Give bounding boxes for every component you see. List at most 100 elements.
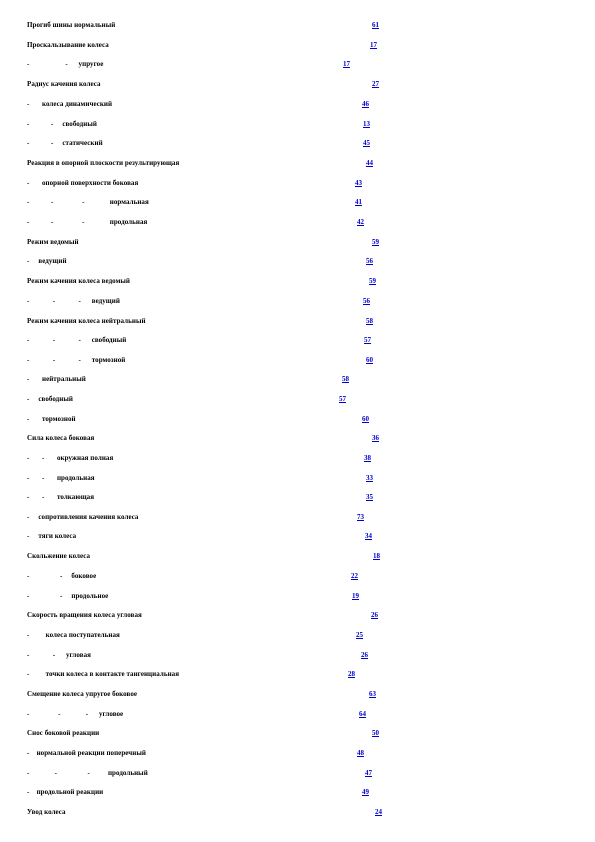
index-term: Сила колеса боковая [27, 434, 95, 442]
index-entry: Смещение колеса упругое боковое 63 [0, 688, 595, 700]
page-link[interactable]: 50 [372, 729, 379, 737]
index-entry: Увод колеса 24 [0, 806, 595, 818]
page-link[interactable]: 59 [372, 238, 379, 246]
page-link[interactable]: 45 [363, 139, 370, 147]
index-term: - продольной реакции [27, 788, 104, 796]
index-entry: - - боковое 22 [0, 570, 595, 582]
index-term: Скольжение колеса [27, 552, 91, 560]
page-link[interactable]: 64 [359, 710, 366, 718]
index-entry: - - - ведущий 56 [0, 295, 595, 307]
index-entry: - - продольная 33 [0, 472, 595, 484]
page-link[interactable]: 57 [339, 395, 346, 403]
index-entry: - - статический 45 [0, 137, 595, 149]
index-term: - - угловая [27, 651, 91, 659]
index-entry: Прогиб шины нормальный 61 [0, 19, 595, 31]
page-link[interactable]: 56 [366, 257, 373, 265]
page-link[interactable]: 43 [355, 179, 362, 187]
index-entry: - - свободный 13 [0, 118, 595, 130]
index-entry: - колеса динамический 46 [0, 98, 595, 110]
index-term: - - свободный [27, 120, 97, 128]
index-term: - - боковое [27, 572, 97, 580]
page-link[interactable]: 35 [366, 493, 373, 501]
page-link[interactable]: 22 [351, 572, 358, 580]
index-term: Увод колеса [27, 808, 66, 816]
page-link[interactable]: 17 [343, 60, 350, 68]
index-entry: Реакция в опорной плоскости результирующ… [0, 157, 595, 169]
page-link[interactable]: 33 [366, 474, 373, 482]
page-link[interactable]: 48 [357, 749, 364, 757]
index-term: - нормальной реакции поперечный [27, 749, 146, 757]
page-link[interactable]: 61 [372, 21, 379, 29]
index-entry: - тяги колеса 34 [0, 530, 595, 542]
index-entry: - ведущий 56 [0, 255, 595, 267]
index-term: - - - продольная [27, 218, 148, 226]
index-entry: - тормозной 60 [0, 413, 595, 425]
page-link[interactable]: 42 [357, 218, 364, 226]
page-link[interactable]: 17 [370, 41, 377, 49]
index-entry: Проскальзывание колеса 17 [0, 39, 595, 51]
index-term: Режим качения колеса нейтральный [27, 317, 146, 325]
page-link[interactable]: 25 [356, 631, 363, 639]
index-entry: Режим качения колеса нейтральный 58 [0, 315, 595, 327]
page-link[interactable]: 73 [357, 513, 364, 521]
page-link[interactable]: 18 [373, 552, 380, 560]
page-link[interactable]: 57 [364, 336, 371, 344]
index-entry: - опорной поверхности боковая 43 [0, 177, 595, 189]
index-entry: - - толкающая 35 [0, 491, 595, 503]
index-entry: - - окружная полная 38 [0, 452, 595, 464]
index-entry: - свободный 57 [0, 393, 595, 405]
page-link[interactable]: 38 [364, 454, 371, 462]
index-term: Реакция в опорной плоскости результирующ… [27, 159, 180, 167]
page-link[interactable]: 56 [363, 297, 370, 305]
page-link[interactable]: 13 [363, 120, 370, 128]
page-link[interactable]: 59 [369, 277, 376, 285]
page-link[interactable]: 60 [366, 356, 373, 364]
index-term: - нейтральный [27, 375, 86, 383]
page-link[interactable]: 26 [371, 611, 378, 619]
page-link[interactable]: 63 [369, 690, 376, 698]
page-link[interactable]: 58 [342, 375, 349, 383]
index-term: - точки колеса в контакте тангенциальная [27, 670, 180, 678]
index-entry: Режим качения колеса ведомый 59 [0, 275, 595, 287]
index-entry: Сила колеса боковая 36 [0, 432, 595, 444]
index-term: - - - свободный [27, 336, 127, 344]
page-link[interactable]: 26 [361, 651, 368, 659]
index-term: - колеса динамический [27, 100, 113, 108]
index-entry: - продольной реакции 49 [0, 786, 595, 798]
page-link[interactable]: 24 [375, 808, 382, 816]
index-term: Проскальзывание колеса [27, 41, 109, 49]
index-term: Режим качения колеса ведомый [27, 277, 131, 285]
index-term: - свободный [27, 395, 73, 403]
index-entry: - - - нормальная 41 [0, 196, 595, 208]
index-entry: - - - тормозной 60 [0, 354, 595, 366]
index-entry: Скорость вращения колеса угловая 26 [0, 609, 595, 621]
index-entry: - - - продольный 47 [0, 767, 595, 779]
index-entry: - нейтральный 58 [0, 373, 595, 385]
index-entry: Скольжение колеса 18 [0, 550, 595, 562]
page-link[interactable]: 58 [366, 317, 373, 325]
page-link[interactable]: 36 [372, 434, 379, 442]
page-link[interactable]: 44 [366, 159, 373, 167]
index-term: - - продольное [27, 592, 109, 600]
index-term: Радиус качения колеса [27, 80, 101, 88]
index-term: Смещение колеса упругое боковое [27, 690, 138, 698]
index-entry: - - упругое 17 [0, 58, 595, 70]
index-term: - - продольная [27, 474, 95, 482]
index-term: Скорость вращения колеса угловая [27, 611, 142, 619]
page-link[interactable]: 47 [365, 769, 372, 777]
index-term: - сопротивления качения колеса [27, 513, 139, 521]
index-entry: - колеса поступательная 25 [0, 629, 595, 641]
page-link[interactable]: 41 [355, 198, 362, 206]
page-link[interactable]: 19 [352, 592, 359, 600]
index-term: - опорной поверхности боковая [27, 179, 139, 187]
index-entry: - нормальной реакции поперечный 48 [0, 747, 595, 759]
page-link[interactable]: 46 [362, 100, 369, 108]
page-link[interactable]: 27 [372, 80, 379, 88]
index-term: Прогиб шины нормальный [27, 21, 116, 29]
page-link[interactable]: 49 [362, 788, 369, 796]
index-entry: - сопротивления качения колеса 73 [0, 511, 595, 523]
page-link[interactable]: 28 [348, 670, 355, 678]
page-link[interactable]: 60 [362, 415, 369, 423]
page-link[interactable]: 34 [365, 532, 372, 540]
